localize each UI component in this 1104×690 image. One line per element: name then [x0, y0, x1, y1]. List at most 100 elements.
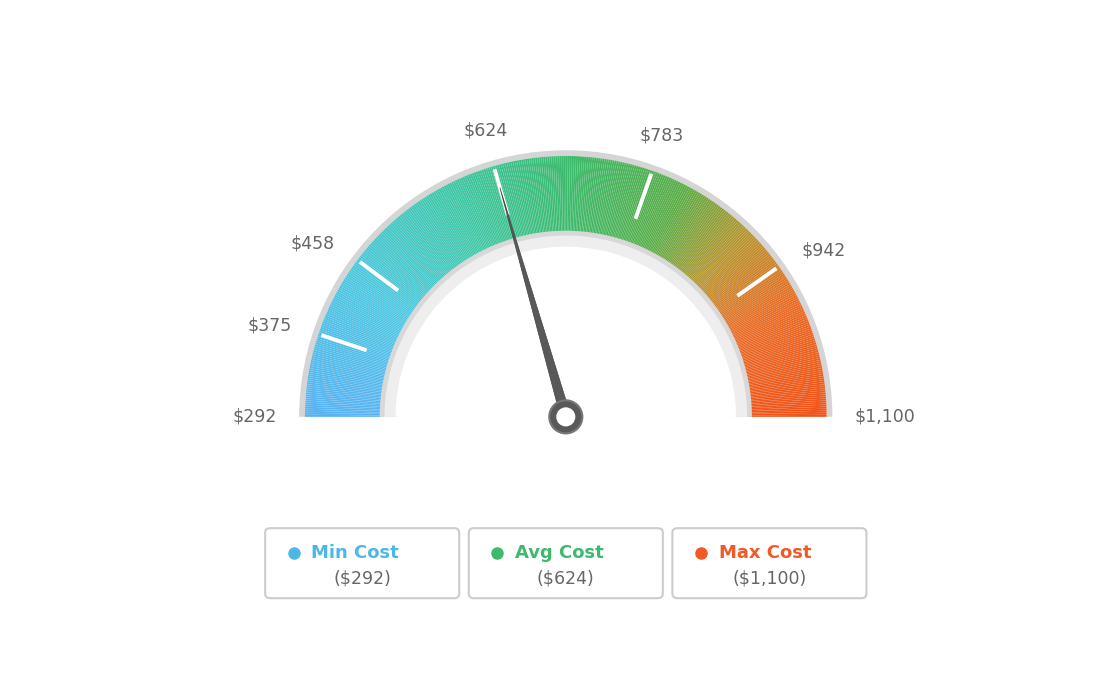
Wedge shape: [527, 159, 540, 235]
Wedge shape: [401, 213, 450, 274]
Wedge shape: [511, 161, 529, 237]
Wedge shape: [476, 171, 503, 244]
Wedge shape: [327, 310, 397, 342]
Wedge shape: [732, 302, 802, 337]
Wedge shape: [710, 254, 771, 303]
Wedge shape: [668, 200, 712, 264]
Wedge shape: [318, 334, 391, 359]
Wedge shape: [308, 378, 383, 391]
Wedge shape: [743, 344, 817, 367]
Wedge shape: [749, 382, 825, 394]
Wedge shape: [395, 246, 736, 417]
Wedge shape: [599, 160, 615, 235]
Wedge shape: [588, 158, 601, 234]
Wedge shape: [453, 181, 487, 250]
Wedge shape: [407, 208, 455, 270]
Wedge shape: [307, 380, 383, 393]
Wedge shape: [406, 210, 454, 271]
Wedge shape: [577, 157, 584, 233]
Wedge shape: [468, 175, 498, 246]
Wedge shape: [631, 172, 660, 245]
Wedge shape: [305, 404, 382, 410]
Wedge shape: [669, 201, 714, 265]
Wedge shape: [429, 193, 470, 259]
Wedge shape: [593, 159, 606, 235]
Wedge shape: [703, 243, 762, 295]
Wedge shape: [741, 336, 815, 361]
Wedge shape: [675, 206, 721, 268]
Wedge shape: [722, 279, 788, 320]
Wedge shape: [517, 160, 532, 235]
Wedge shape: [623, 169, 648, 241]
Wedge shape: [661, 193, 702, 259]
Wedge shape: [586, 157, 596, 234]
Wedge shape: [440, 187, 478, 255]
Wedge shape: [657, 190, 697, 257]
Wedge shape: [583, 157, 593, 233]
Wedge shape: [426, 195, 468, 261]
Wedge shape: [305, 402, 382, 408]
Wedge shape: [553, 156, 559, 233]
Wedge shape: [734, 310, 805, 342]
Wedge shape: [749, 384, 825, 395]
Wedge shape: [481, 169, 508, 242]
Wedge shape: [626, 170, 652, 243]
Wedge shape: [316, 342, 389, 366]
FancyBboxPatch shape: [469, 529, 662, 598]
Wedge shape: [607, 163, 627, 237]
Wedge shape: [715, 265, 779, 310]
Wedge shape: [729, 295, 797, 332]
Wedge shape: [420, 200, 464, 264]
Text: Avg Cost: Avg Cost: [514, 544, 604, 562]
Wedge shape: [307, 384, 383, 395]
Wedge shape: [421, 199, 465, 264]
Wedge shape: [708, 250, 768, 300]
Wedge shape: [306, 388, 382, 398]
Wedge shape: [567, 156, 570, 233]
Wedge shape: [737, 323, 810, 352]
Wedge shape: [444, 186, 480, 254]
Wedge shape: [327, 311, 397, 344]
Wedge shape: [707, 248, 765, 298]
Wedge shape: [572, 156, 576, 233]
Wedge shape: [389, 224, 442, 282]
Wedge shape: [721, 275, 786, 318]
Wedge shape: [555, 156, 560, 233]
Wedge shape: [519, 160, 534, 235]
Wedge shape: [309, 370, 384, 385]
Wedge shape: [493, 166, 516, 239]
Wedge shape: [746, 364, 821, 381]
FancyBboxPatch shape: [672, 529, 867, 598]
Wedge shape: [714, 262, 777, 308]
Wedge shape: [742, 340, 816, 364]
Wedge shape: [314, 348, 388, 370]
Wedge shape: [660, 193, 700, 259]
Wedge shape: [310, 364, 385, 381]
Wedge shape: [455, 180, 489, 250]
Wedge shape: [495, 165, 517, 239]
Wedge shape: [731, 300, 800, 335]
Wedge shape: [697, 233, 752, 288]
Wedge shape: [442, 186, 479, 255]
Wedge shape: [373, 239, 431, 293]
Wedge shape: [676, 207, 722, 269]
Wedge shape: [677, 208, 724, 270]
Wedge shape: [750, 402, 827, 408]
Wedge shape: [337, 291, 404, 329]
Wedge shape: [392, 221, 444, 279]
Wedge shape: [433, 191, 474, 258]
Wedge shape: [693, 228, 747, 284]
Wedge shape: [352, 265, 416, 310]
Wedge shape: [700, 238, 757, 292]
Wedge shape: [658, 191, 699, 258]
Text: Max Cost: Max Cost: [719, 544, 811, 562]
Wedge shape: [636, 176, 668, 247]
Wedge shape: [649, 184, 686, 253]
Text: $375: $375: [247, 316, 291, 334]
Wedge shape: [751, 408, 827, 413]
Wedge shape: [726, 289, 795, 328]
Wedge shape: [747, 374, 824, 388]
Wedge shape: [470, 174, 499, 245]
Wedge shape: [724, 282, 790, 323]
Wedge shape: [749, 380, 825, 393]
